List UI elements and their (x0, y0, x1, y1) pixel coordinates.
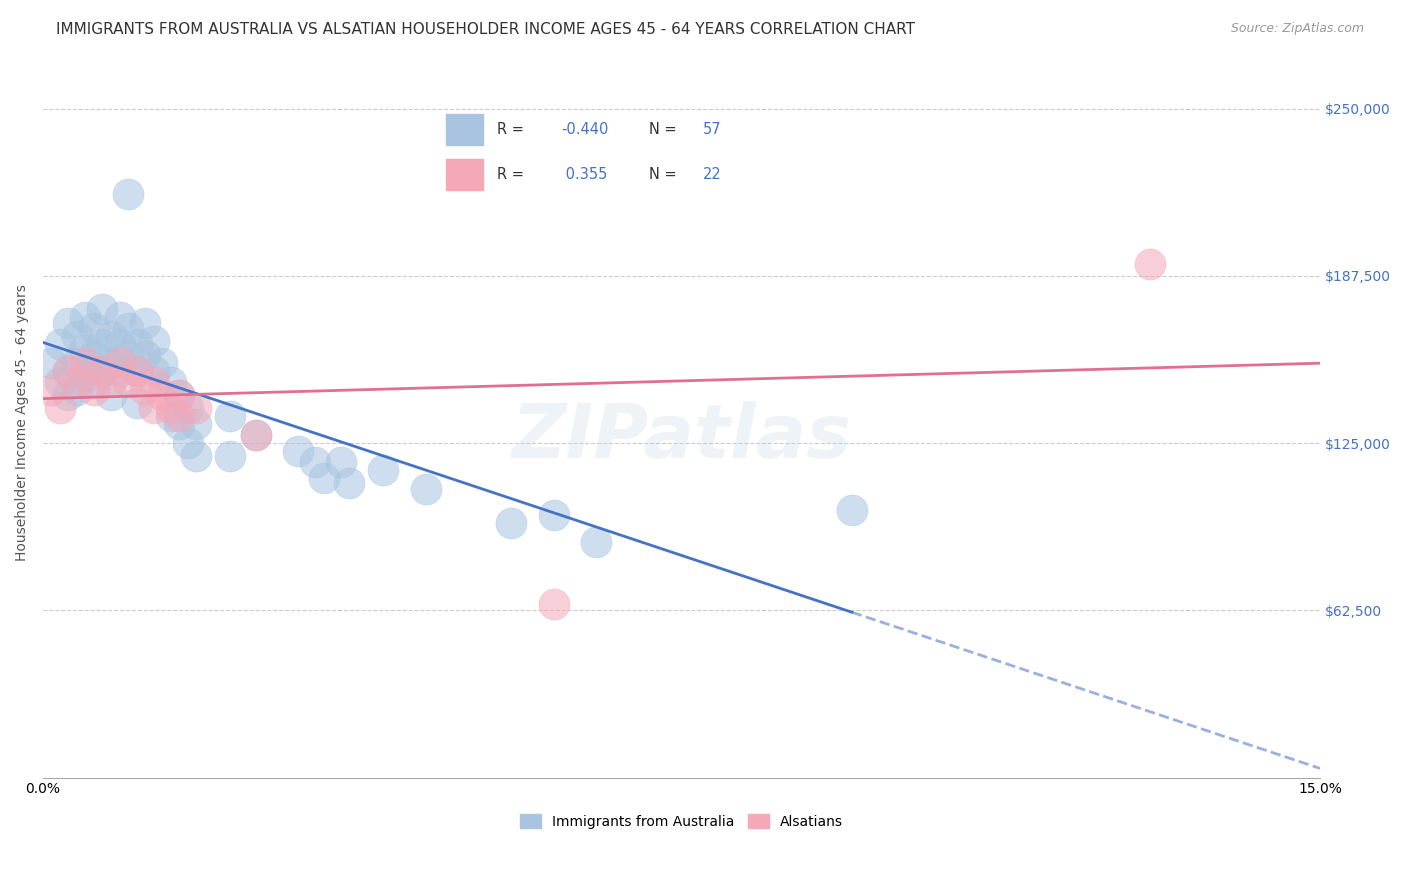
Point (176, 436, 198, 450)
Text: ZIPatlas: ZIPatlas (512, 401, 852, 474)
Point (312, 471, 335, 485)
Point (58, 316, 80, 330)
Point (91, 302, 114, 317)
Point (66, 383, 89, 397)
Point (134, 316, 156, 330)
Point (134, 348, 156, 362)
Point (125, 337, 148, 351)
Point (75, 356, 97, 370)
Point (49, 375, 72, 389)
Text: IMMIGRANTS FROM AUSTRALIA VS ALSATIAN HOUSEHOLDER INCOME AGES 45 - 64 YEARS CORR: IMMIGRANTS FROM AUSTRALIA VS ALSATIAN HO… (56, 22, 915, 37)
Point (373, 463, 395, 477)
Point (142, 375, 165, 389)
Point (58, 364, 80, 378)
Point (176, 401, 198, 416)
Point (83, 321, 105, 335)
Point (49, 401, 72, 416)
Point (58, 364, 80, 378)
Point (543, 508, 565, 523)
Point (159, 401, 181, 416)
Point (585, 535, 607, 549)
Point (186, 450, 208, 464)
Point (66, 356, 89, 370)
Point (219, 409, 242, 424)
Point (100, 388, 122, 402)
Point (41, 356, 63, 370)
Point (159, 409, 181, 424)
Point (108, 310, 131, 325)
Point (304, 455, 326, 469)
Point (167, 388, 190, 402)
Legend: Immigrants from Australia, Alsatians: Immigrants from Australia, Alsatians (515, 808, 849, 834)
Point (134, 383, 156, 397)
Point (83, 383, 105, 397)
Point (83, 375, 105, 389)
Point (1139, 257, 1161, 271)
Point (100, 329, 122, 343)
Point (117, 187, 139, 202)
Point (329, 455, 352, 469)
Point (543, 597, 565, 611)
Point (150, 388, 173, 402)
Point (245, 428, 267, 442)
Point (75, 369, 97, 384)
Point (159, 375, 181, 389)
Point (91, 364, 114, 378)
Point (66, 329, 89, 343)
Point (117, 375, 139, 389)
Point (186, 417, 208, 432)
Point (339, 476, 361, 491)
Point (108, 364, 131, 378)
Point (108, 356, 131, 370)
Point (117, 321, 139, 335)
Y-axis label: Householder Income Ages 45 - 64 years: Householder Income Ages 45 - 64 years (15, 285, 30, 561)
Point (150, 356, 173, 370)
Point (41, 383, 63, 397)
Point (108, 337, 131, 351)
Point (75, 343, 97, 357)
Point (66, 375, 89, 389)
Point (287, 444, 309, 458)
Text: Source: ZipAtlas.com: Source: ZipAtlas.com (1230, 22, 1364, 36)
Point (142, 401, 165, 416)
Point (125, 364, 148, 378)
Point (125, 364, 148, 378)
Point (125, 396, 148, 410)
Point (91, 337, 114, 351)
Point (75, 310, 97, 325)
Point (415, 482, 437, 496)
Point (100, 356, 122, 370)
Point (841, 503, 863, 517)
Point (100, 375, 122, 389)
Point (245, 428, 267, 442)
Point (117, 348, 139, 362)
Point (83, 348, 105, 362)
Point (167, 388, 190, 402)
Point (501, 516, 523, 531)
Point (219, 450, 242, 464)
Point (167, 417, 190, 432)
Point (142, 364, 165, 378)
Point (186, 401, 208, 416)
Point (91, 364, 114, 378)
Point (49, 337, 72, 351)
Point (58, 388, 80, 402)
Point (167, 409, 190, 424)
Point (142, 334, 165, 349)
